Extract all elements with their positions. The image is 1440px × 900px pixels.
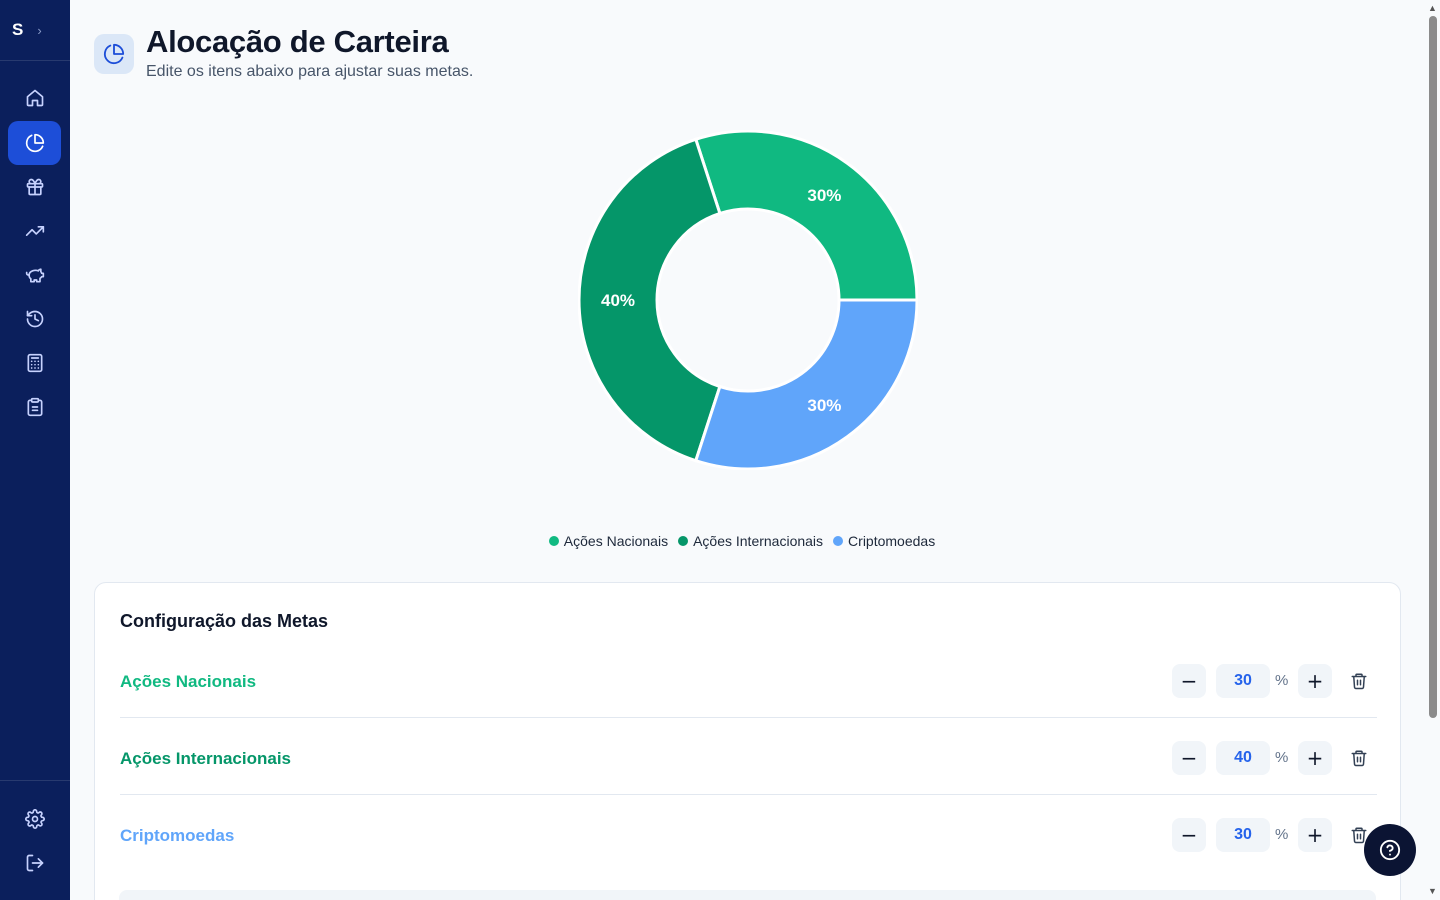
sidebar-item-history[interactable] [8, 297, 61, 341]
history-icon [26, 310, 43, 328]
sidebar: S › [0, 0, 70, 900]
goals-card-title: Configuração das Metas [120, 611, 329, 631]
trash-icon[interactable] [1350, 672, 1368, 690]
allocation-donut-chart: 30% 40% 30% [578, 130, 918, 470]
legend-label: Criptomoedas [848, 533, 936, 549]
scrollbar-thumb[interactable] [1429, 16, 1437, 718]
trash-icon[interactable] [1350, 826, 1368, 844]
donut-slice[interactable] [578, 137, 722, 463]
scroll-up-arrow[interactable]: ▲ [1428, 3, 1437, 13]
decrement-button[interactable]: − [1172, 664, 1206, 698]
donut-slice[interactable] [693, 130, 918, 302]
slice-value-label: 40% [601, 291, 635, 310]
page-icon [94, 34, 134, 74]
goal-value-input[interactable]: 30 [1216, 818, 1270, 852]
increment-button[interactable]: + [1298, 741, 1332, 775]
decrement-button[interactable]: − [1172, 818, 1206, 852]
goal-row: Ações Nacionais − 30 % + [120, 641, 1377, 718]
settings-icon [24, 809, 45, 829]
trending-up-icon [25, 226, 44, 236]
piggy-bank-icon [25, 268, 44, 283]
percent-unit: % [1275, 672, 1289, 689]
goal-value-input[interactable]: 30 [1216, 664, 1270, 698]
slice-value-label: 30% [807, 186, 841, 205]
sidebar-item-savings[interactable] [8, 253, 61, 297]
legend-swatch [548, 536, 559, 546]
chart-legend: Ações Nacionais Ações Internacionais Cript… [0, 533, 1440, 549]
increment-button[interactable]: + [1298, 818, 1332, 852]
trash-icon[interactable] [1350, 749, 1368, 767]
sidebar-footer [0, 780, 70, 900]
goal-label: Ações Internacionais [120, 749, 292, 768]
clipboard-icon [27, 397, 43, 417]
goal-value-input[interactable]: 40 [1216, 741, 1270, 775]
page-title: Alocação de Carteira [146, 24, 449, 59]
sidebar-item-allocation[interactable] [8, 121, 61, 165]
legend-swatch [678, 536, 689, 546]
sidebar-item-logout[interactable] [8, 841, 61, 885]
goal-label: Criptomoedas [120, 826, 235, 845]
chevron-right-icon[interactable]: › [37, 22, 42, 38]
slice-value-label: 30% [807, 396, 841, 415]
legend-label: Ações Nacionais [563, 533, 669, 549]
sidebar-item-settings[interactable] [8, 797, 61, 841]
pie-chart-icon [103, 43, 125, 64]
help-circle-icon [1379, 839, 1401, 861]
goals-card: Configuração das Metas Ações Nacionais −… [94, 582, 1401, 900]
percent-unit: % [1275, 749, 1289, 766]
sidebar-item-home[interactable] [8, 76, 61, 120]
legend-item[interactable]: Criptomoedas [833, 533, 935, 549]
page-subtitle: Edite os itens abaixo para ajustar suas … [146, 63, 474, 80]
sidebar-item-performance[interactable] [8, 209, 61, 253]
pie-chart-icon [25, 133, 44, 153]
percent-unit: % [1275, 826, 1289, 843]
goal-row: Ações Internacionais − 40 % + [120, 718, 1377, 795]
legend-swatch [833, 536, 844, 546]
logout-icon [26, 854, 43, 872]
add-item-area[interactable] [119, 890, 1376, 900]
goal-row: Criptomoedas − 30 % + [120, 795, 1377, 872]
sidebar-header: S › [0, 0, 70, 61]
donut-slice[interactable] [693, 298, 918, 470]
legend-item[interactable]: Ações Internacionais [678, 533, 823, 549]
goal-label: Ações Nacionais [120, 672, 257, 691]
decrement-button[interactable]: − [1172, 741, 1206, 775]
scroll-down-arrow[interactable]: ▼ [1428, 886, 1437, 896]
calculator-icon [27, 353, 42, 373]
sidebar-item-reports[interactable] [8, 385, 61, 429]
sidebar-item-calculator[interactable] [8, 341, 61, 385]
help-button[interactable] [1364, 824, 1416, 876]
increment-button[interactable]: + [1298, 664, 1332, 698]
legend-label: Ações Internacionais [693, 533, 824, 549]
app-logo: S [12, 20, 24, 39]
legend-item[interactable]: Ações Nacionais [548, 533, 669, 549]
gift-icon [26, 178, 43, 196]
sidebar-item-gifts[interactable] [8, 165, 61, 209]
home-icon [26, 89, 43, 107]
